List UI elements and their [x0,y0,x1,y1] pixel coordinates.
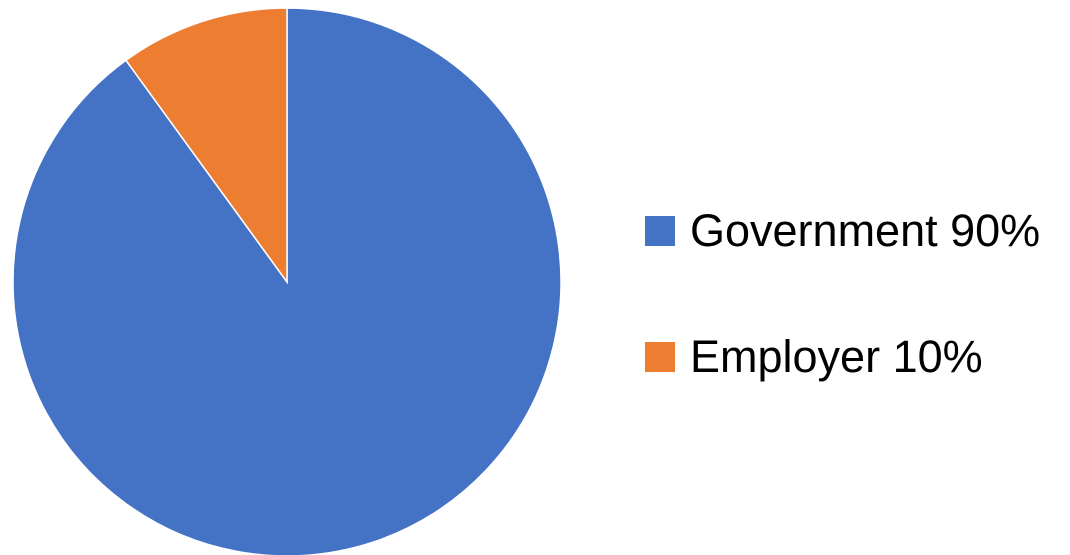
legend-item-government: Government 90% [645,200,1065,262]
pie-slice-government [12,7,562,555]
pie-chart [12,7,562,555]
pie-slice-employer [124,7,288,285]
legend: Government 90% Employer 10% [645,200,1065,388]
legend-item-employer: Employer 10% [645,326,1065,388]
legend-swatch-government [645,216,675,246]
legend-swatch-employer [645,342,675,372]
legend-label-government: Government 90% [690,205,1041,256]
legend-label-employer: Employer 10% [690,331,983,382]
